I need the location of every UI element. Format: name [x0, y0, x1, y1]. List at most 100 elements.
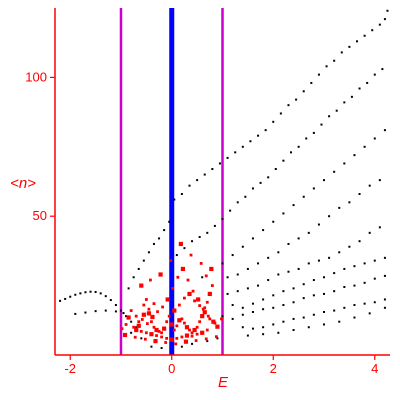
scatter-point [348, 201, 351, 204]
scatter-point [175, 336, 179, 340]
scatter-point [160, 347, 163, 350]
scatter-point [169, 322, 174, 327]
scatter-point [251, 310, 254, 313]
scatter-point [144, 298, 148, 301]
scatter-point [104, 309, 107, 312]
scatter-point [328, 256, 331, 259]
scatter-point [126, 315, 131, 320]
scatter-point [153, 339, 158, 344]
scatter-point [292, 204, 295, 207]
scatter-point [272, 294, 275, 297]
scatter-point [249, 140, 252, 143]
scatter-point [338, 251, 341, 254]
scatter-point [310, 81, 313, 84]
scatter-point [264, 129, 267, 132]
scatter-point [363, 302, 366, 305]
scatter-point [164, 341, 168, 344]
scatter-point [183, 296, 186, 300]
scatter-point [373, 137, 376, 140]
scatter-point [333, 170, 336, 173]
scatter-point [195, 332, 199, 336]
x-tick-label: 0 [168, 361, 175, 376]
scatter-point [383, 129, 386, 132]
scatter-point [383, 298, 386, 301]
scatter-point [208, 317, 212, 321]
scatter-point [302, 297, 305, 300]
scatter-point [226, 276, 229, 279]
scatter-point [244, 195, 247, 198]
scatter-point [94, 290, 97, 293]
scatter-point [157, 330, 161, 333]
scatter-point [149, 278, 152, 282]
scatter-point [373, 277, 376, 280]
scatter-point [184, 325, 190, 330]
scatter-point [363, 281, 366, 284]
scatter-point [226, 156, 229, 159]
scatter-point [213, 224, 216, 227]
scatter-point [257, 134, 260, 137]
scatter-point [383, 256, 386, 259]
scatter-point [213, 321, 217, 325]
scatter-point [297, 145, 300, 148]
scatter-point [356, 40, 359, 43]
scatter-point [338, 206, 341, 209]
scatter-point [277, 251, 280, 254]
scatter-point [272, 120, 275, 123]
scatter-point [220, 317, 223, 321]
scatter-point [343, 267, 346, 270]
scatter-point [158, 272, 163, 277]
scatter-point [206, 231, 209, 234]
scatter-point [343, 101, 346, 104]
scatter-point [333, 59, 336, 62]
scatter-point [173, 198, 176, 201]
scatter-point [282, 290, 285, 293]
scatter-point [155, 334, 158, 337]
scatter-point [200, 330, 205, 335]
scatter-point [211, 168, 214, 171]
scatter-point [201, 307, 205, 311]
scatter-point [317, 73, 320, 76]
scatter-point [69, 295, 72, 298]
scatter-point [142, 303, 146, 307]
scatter-point [348, 245, 351, 248]
scatter-point [363, 34, 366, 37]
scatter-point [295, 98, 298, 101]
scatter-point [236, 290, 239, 293]
scatter-point [165, 336, 169, 340]
scatter-point [226, 292, 229, 295]
scatter-point [193, 299, 196, 303]
scatter-point [149, 332, 154, 337]
scatter-point [328, 115, 331, 118]
scatter-point [323, 310, 326, 313]
scatter-point [136, 323, 141, 328]
scatter-point [201, 276, 204, 279]
scatter-point [187, 291, 192, 297]
scatter-point [305, 137, 308, 140]
scatter-point [290, 151, 293, 154]
scatter-point [216, 337, 219, 340]
scatter-point [114, 304, 117, 307]
scatter-point [161, 305, 165, 309]
scatter-point [143, 337, 147, 341]
scatter-point [137, 320, 141, 324]
scatter-point [386, 9, 389, 12]
scatter-point [211, 319, 216, 324]
scatter-point [204, 337, 208, 341]
scatter-point [381, 68, 384, 71]
scatter-point [163, 229, 166, 232]
scatter-point [180, 192, 183, 195]
scatter-point [231, 317, 234, 320]
scatter-point [147, 251, 150, 254]
scatter-point [358, 192, 361, 195]
scatter-point [373, 301, 376, 304]
scatter-point [196, 179, 199, 182]
scatter-point [190, 331, 194, 335]
y-tick-label: 50 [33, 208, 47, 223]
scatter-point [297, 237, 300, 240]
scatter-point [183, 321, 186, 325]
scatter-point [205, 300, 209, 304]
scatter-point [152, 325, 156, 329]
scatter-point [328, 215, 331, 218]
